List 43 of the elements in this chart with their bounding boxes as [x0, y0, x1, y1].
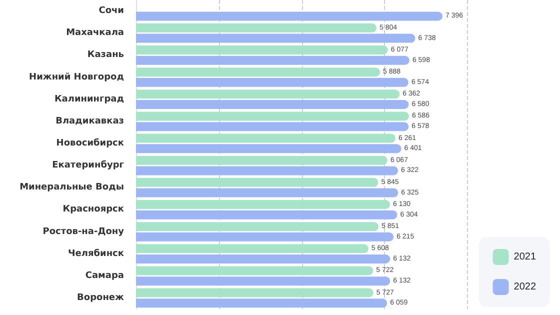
bar [136, 122, 409, 132]
bar [136, 134, 396, 143]
y-tick-label: Екатеринбург [52, 160, 124, 171]
bar [136, 34, 416, 43]
y-tick-label: Челябинск [68, 248, 124, 259]
bar [136, 244, 368, 254]
bar [136, 232, 394, 242]
y-tick-label: Нижний Новгород [29, 72, 124, 82]
bar [136, 188, 398, 198]
y-tick-label: Владикавказ [56, 116, 124, 126]
bar [136, 288, 374, 298]
y-tick-label: Сочи [98, 6, 124, 16]
bar [136, 68, 380, 77]
bar [136, 222, 378, 232]
bar [136, 266, 374, 276]
bar [136, 56, 410, 65]
y-tick-label: Калининград [54, 94, 124, 104]
bar [136, 166, 398, 176]
bar [136, 178, 378, 187]
y-tick-label: Новосибирск [56, 137, 124, 148]
bar [136, 254, 390, 264]
legend-label: 2022 [514, 282, 536, 292]
bar [136, 112, 409, 121]
y-tick-label: Казань [87, 50, 124, 60]
legend-label: 2021 [514, 252, 536, 262]
bar [136, 156, 388, 165]
y-tick-label: Минеральные Воды [20, 182, 124, 193]
y-tick-label: Самара [85, 270, 124, 281]
y-tick-label: Ростов-на-Дону [42, 226, 124, 237]
bar [136, 90, 400, 99]
bar [136, 100, 409, 109]
y-tick-label: Воронеж [77, 292, 124, 303]
bar [136, 210, 398, 220]
bar [136, 23, 377, 32]
bar [136, 200, 390, 210]
bar [136, 78, 408, 87]
bar [136, 12, 443, 21]
bar [136, 46, 388, 55]
bar [136, 276, 390, 286]
y-tick-label: Махачкала [66, 28, 124, 38]
bar [136, 298, 388, 308]
bar [136, 144, 402, 154]
y-tick-label: Красноярск [62, 204, 124, 215]
